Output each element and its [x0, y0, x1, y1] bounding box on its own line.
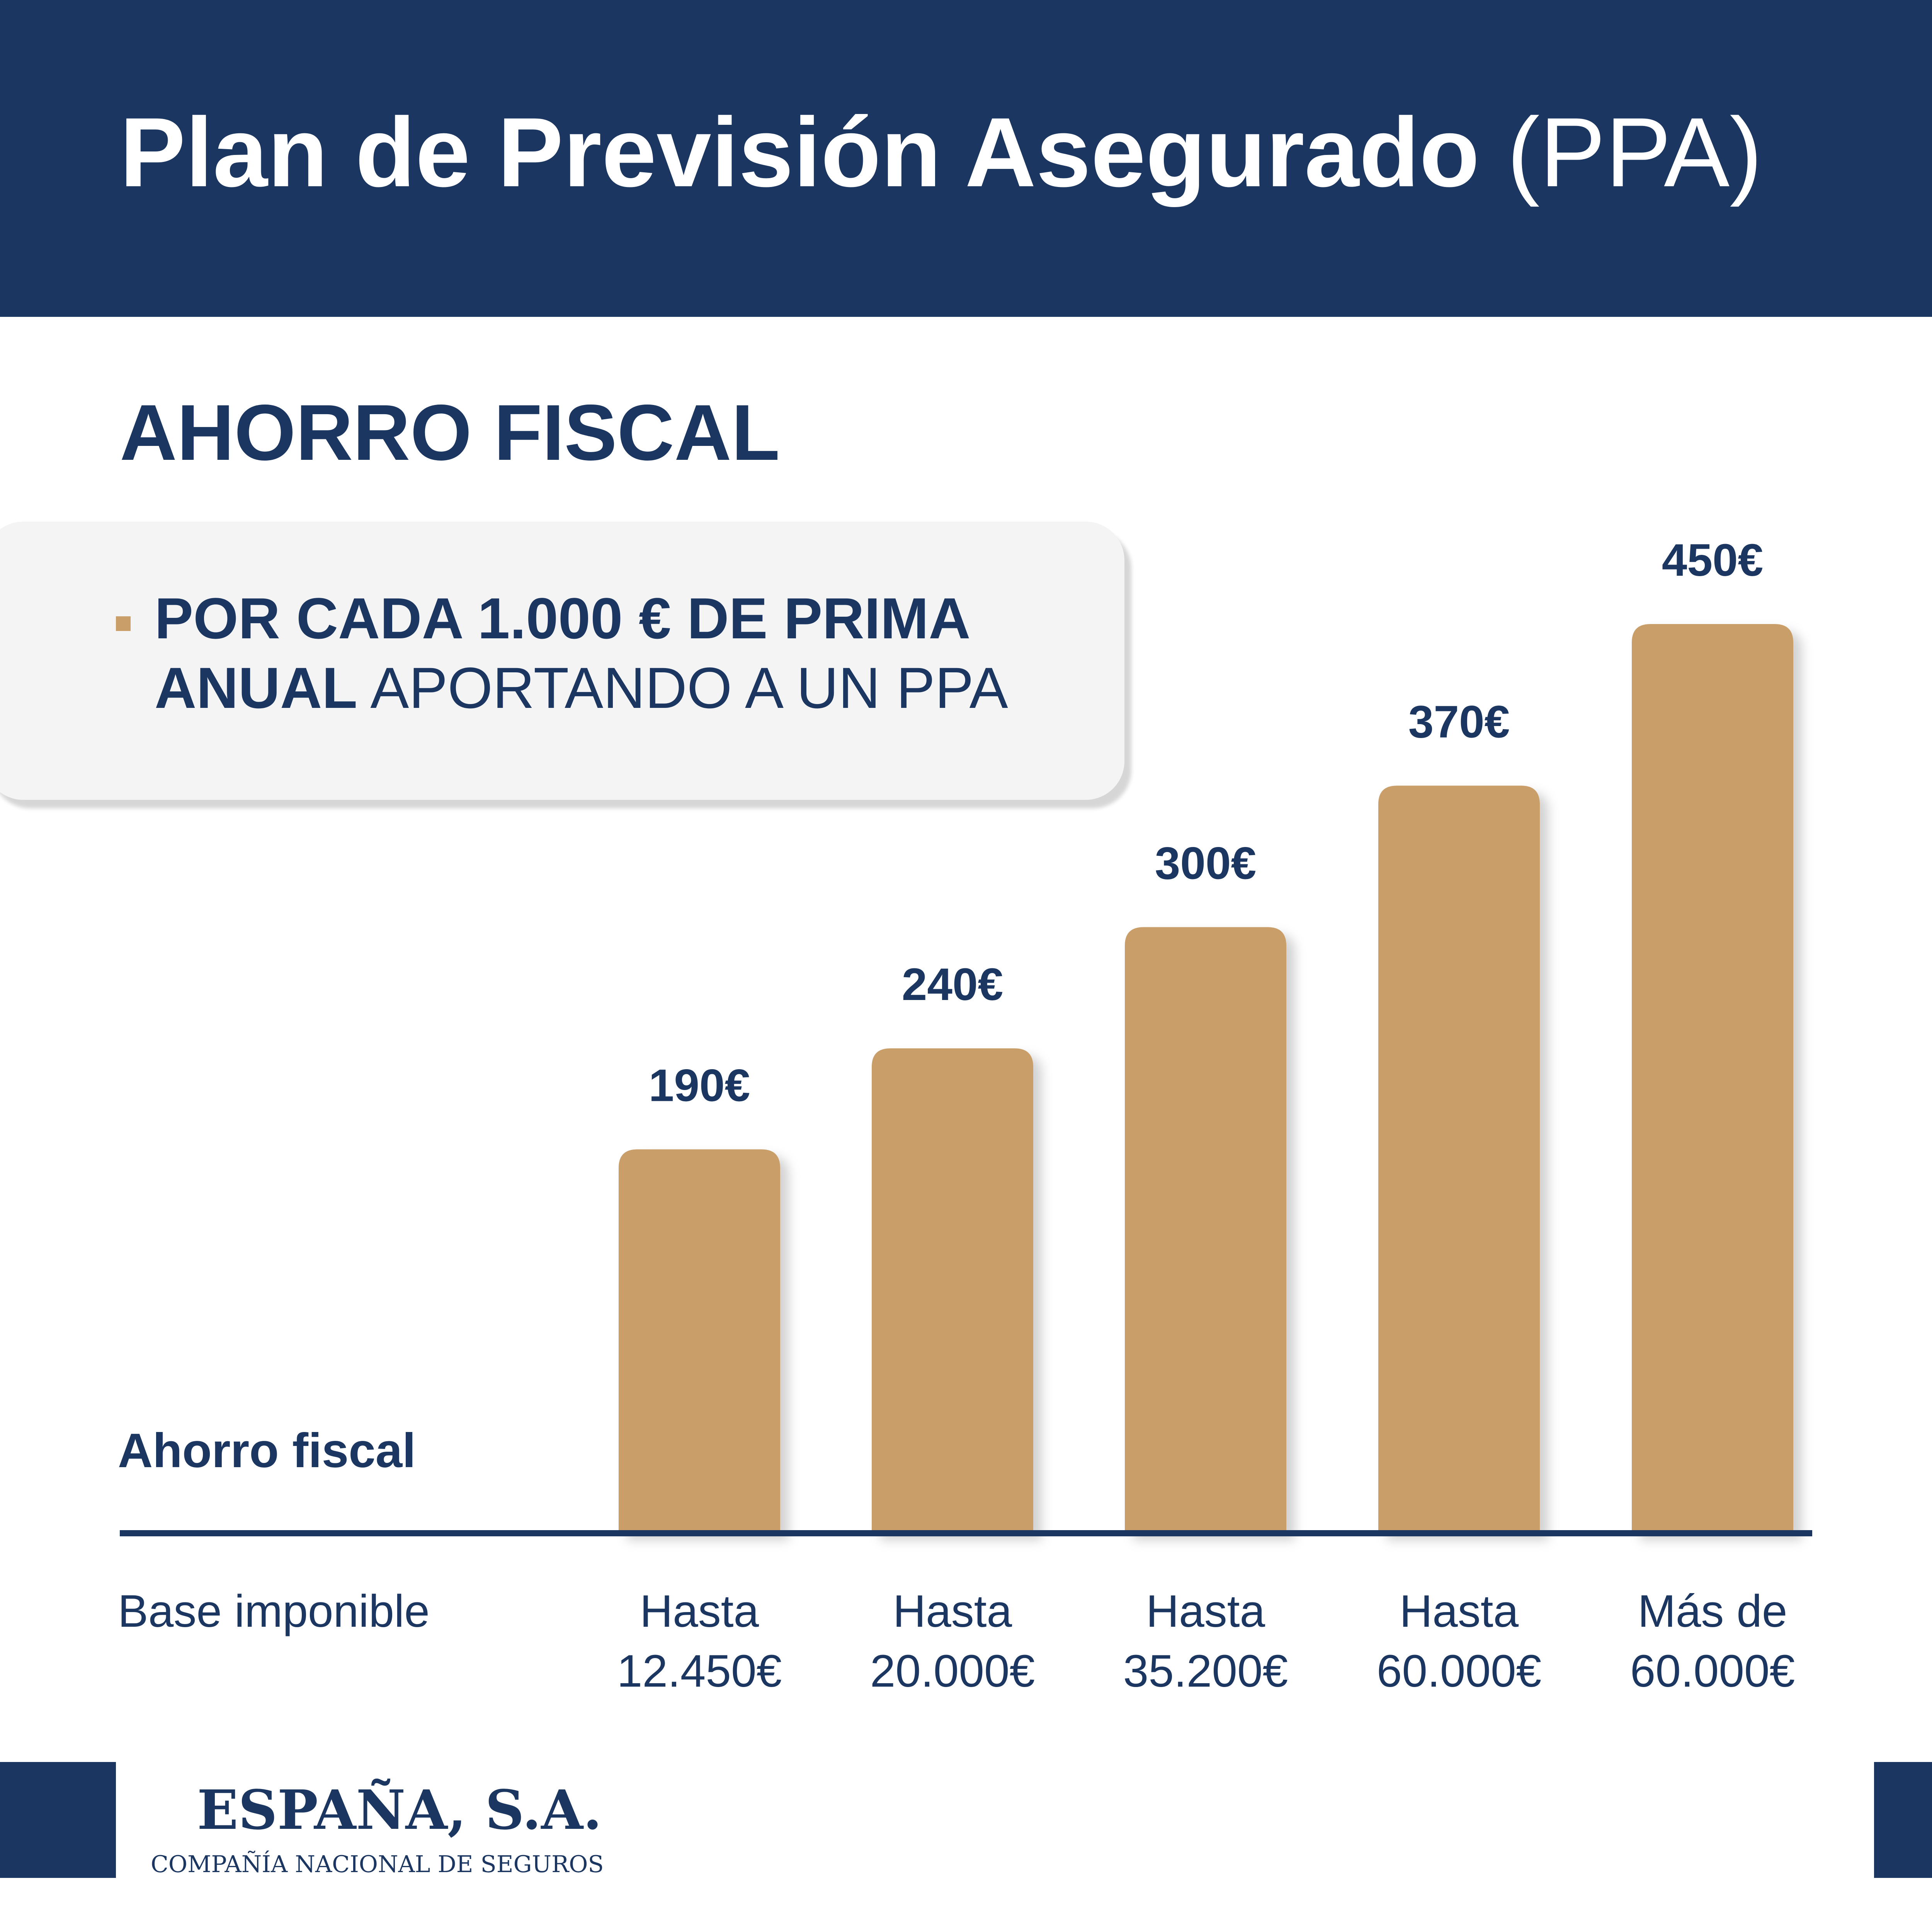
- bar-value-label-1: 190€: [649, 1060, 750, 1111]
- category-label-2-line-1: Hasta: [893, 1586, 1012, 1637]
- category-label-3-line-1: Hasta: [1146, 1586, 1265, 1637]
- bar-3: [1125, 927, 1286, 1533]
- company-subtitle: COMPAÑÍA NACIONAL DE SEGUROS: [151, 1851, 604, 1878]
- square-bullet-icon: [116, 616, 131, 631]
- callout-bold-line2: ANUAL: [155, 655, 357, 720]
- callout-text: POR CADA 1.000 € DE PRIMA ANUAL APORTAND…: [155, 583, 1082, 723]
- bar-5: [1632, 624, 1793, 1533]
- page-title: Plan de Previsión Asegurado (PPA): [120, 89, 1762, 216]
- category-label-4-line-1: Hasta: [1400, 1586, 1519, 1637]
- bar-2: [872, 1048, 1033, 1533]
- category-label-3-line-2: 35.200€: [1123, 1646, 1288, 1697]
- bar-value-label-4: 370€: [1408, 696, 1510, 747]
- category-label-2-line-2: 20.000€: [870, 1646, 1035, 1697]
- title-main: Plan de Previsión Asegurado: [120, 97, 1480, 207]
- footer-square-left: [0, 1762, 116, 1878]
- bar-value-label-3: 300€: [1155, 838, 1257, 889]
- bar-1: [619, 1149, 780, 1533]
- bar-4: [1378, 786, 1540, 1533]
- company-name: ESPAÑA, S.A.: [197, 1779, 602, 1842]
- category-label-5-line-1: Más de: [1638, 1586, 1787, 1637]
- header-banner: Plan de Previsión Asegurado (PPA): [0, 0, 1932, 317]
- callout-light-text: APORTANDO A UN PPA: [370, 655, 1008, 720]
- callout-box: POR CADA 1.000 € DE PRIMA ANUAL APORTAND…: [0, 522, 1124, 800]
- bar-value-label-2: 240€: [902, 959, 1003, 1010]
- x-axis-title: Base imponible: [118, 1586, 430, 1637]
- category-label-4-line-2: 60.000€: [1377, 1646, 1542, 1697]
- callout-bold-line1: POR CADA 1.000 € DE PRIMA: [155, 586, 971, 651]
- title-suffix: (PPA): [1507, 97, 1763, 207]
- category-label-5-line-2: 60.000€: [1630, 1646, 1795, 1697]
- section-title: AHORRO FISCAL: [120, 388, 780, 477]
- footer-square-right: [1874, 1762, 1932, 1878]
- y-axis-title: Ahorro fiscal: [118, 1424, 416, 1478]
- bar-value-label-5: 450€: [1662, 535, 1764, 586]
- category-label-1-line-2: 12.450€: [617, 1646, 782, 1697]
- category-label-1-line-1: Hasta: [640, 1586, 759, 1637]
